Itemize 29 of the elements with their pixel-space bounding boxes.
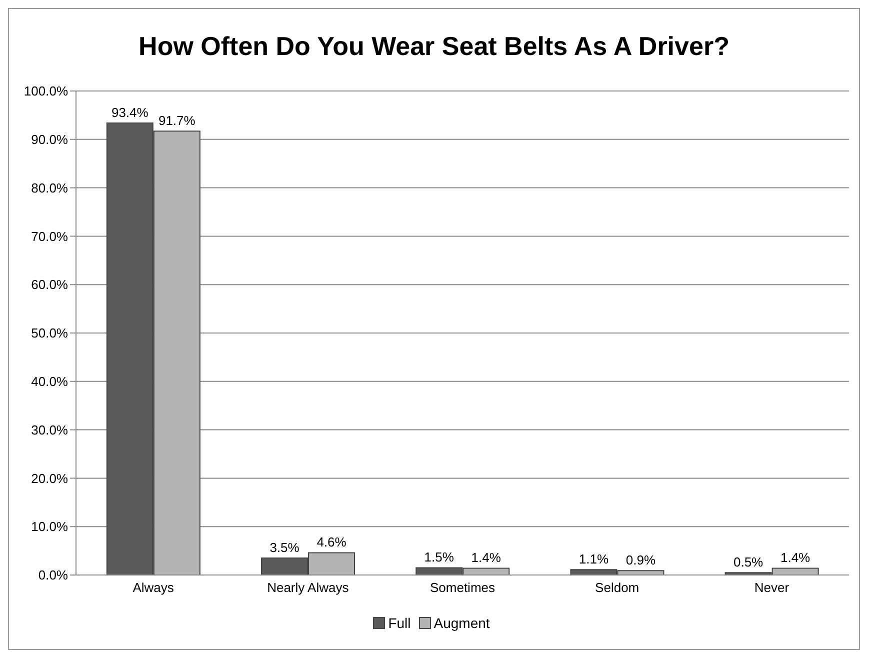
data-label: 1.5%: [424, 550, 454, 565]
y-tick-label: 30.0%: [31, 422, 68, 438]
y-tick-label: 20.0%: [31, 470, 68, 486]
chart-title: How Often Do You Wear Seat Belts As A Driver?: [138, 31, 730, 63]
y-tick-label: 100.0%: [24, 84, 68, 99]
legend-label: Augment: [434, 615, 490, 631]
data-label: 93.4%: [111, 104, 149, 120]
data-label: 1.4%: [471, 550, 502, 566]
data-label: 3.5%: [270, 540, 300, 556]
data-label: 0.5%: [734, 554, 764, 570]
y-tick-label: 90.0%: [31, 132, 68, 148]
legend-label: Full: [388, 615, 411, 631]
y-tick-label: 40.0%: [31, 374, 68, 390]
x-tick-label: Always: [132, 580, 174, 596]
data-label: 1.1%: [578, 552, 609, 567]
y-tick-label: 60.0%: [31, 277, 68, 292]
y-tick-label: 0.0%: [38, 568, 68, 583]
y-tick-label: 10.0%: [31, 519, 68, 534]
data-label: 0.9%: [626, 552, 656, 568]
data-label: 1.4%: [780, 550, 811, 566]
x-tick-label: Never: [754, 580, 790, 596]
data-label: 4.6%: [316, 534, 347, 550]
x-tick-label: Sometimes: [430, 580, 496, 596]
x-tick-label: Nearly Always: [267, 580, 350, 596]
data-label: 91.7%: [158, 113, 196, 128]
x-tick-label: Seldom: [595, 580, 640, 596]
y-tick-label: 70.0%: [31, 228, 68, 244]
y-tick-label: 80.0%: [31, 180, 68, 196]
y-tick-label: 50.0%: [31, 326, 68, 341]
